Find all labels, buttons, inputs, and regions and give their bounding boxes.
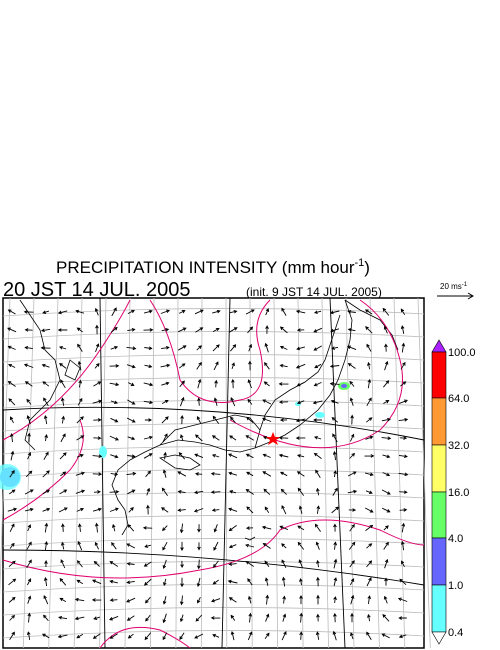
- colorbar-label: 1.0: [448, 580, 463, 592]
- title-text: PRECIPITATION INTENSITY (mm hour: [56, 258, 355, 277]
- wind-legend-arrow: [437, 292, 474, 300]
- init-time: (init. 9 JST 14 JUL. 2005): [246, 285, 382, 299]
- title: PRECIPITATION INTENSITY (mm hour-1): [56, 257, 370, 277]
- map-grid: [0, 297, 431, 649]
- colorbar-label: 4.0: [448, 533, 463, 545]
- colorbar-label: 64.0: [448, 393, 469, 405]
- wind-legend: 20 ms-1: [440, 282, 468, 291]
- colorbar-label: 0.4: [448, 627, 463, 639]
- precip-areas: [0, 382, 350, 490]
- wind-arrows: [7, 307, 409, 641]
- colorbar-label: 32.0: [448, 440, 469, 452]
- coastlines: [19, 299, 399, 541]
- grid-lines: [0, 297, 431, 649]
- marker-star: [266, 432, 280, 445]
- colorbar-label: 16.0: [448, 487, 469, 499]
- title-close: ): [364, 258, 370, 277]
- map: [0, 297, 431, 649]
- colorbar: 100.0 64.0 32.0 16.0 4.0 1.0 0.4: [431, 339, 476, 645]
- title-exponent: -1: [355, 257, 365, 269]
- wind-legend-exponent: -1: [462, 282, 468, 288]
- valid-time: 20 JST 14 JUL. 2005: [3, 279, 191, 301]
- grid-lines-major: [2, 297, 425, 649]
- colorbar-label: 100.0: [448, 347, 476, 359]
- wind-legend-label: 20 ms: [440, 282, 462, 291]
